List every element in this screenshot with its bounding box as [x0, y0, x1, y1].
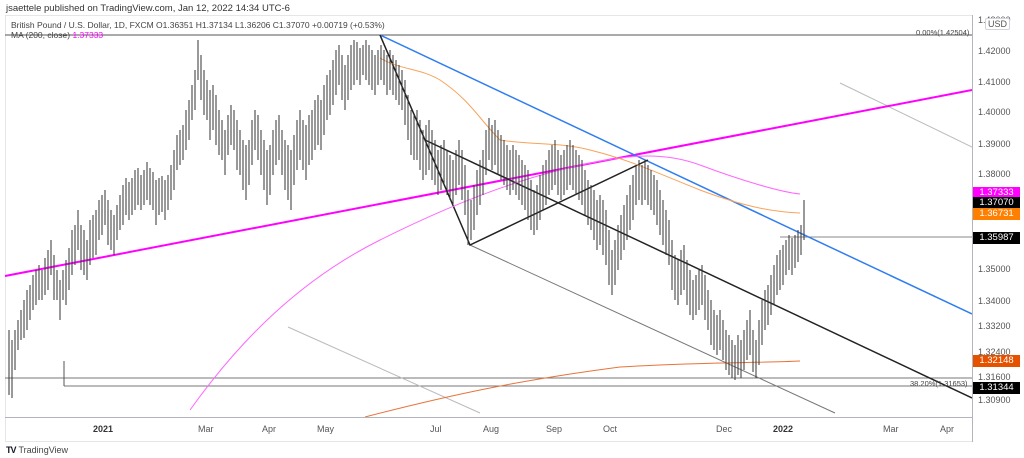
xlabel-apr-2022: Apr	[940, 424, 955, 434]
xlabel-may: May	[317, 424, 335, 434]
xlabel-2021: 2021	[93, 424, 114, 434]
black-pattern	[379, 34, 649, 247]
xlabel-mar-2022: Mar	[883, 424, 899, 434]
tick-142000: 1.42000	[978, 46, 1011, 56]
tradingview-logo-icon: TV	[6, 445, 16, 455]
xlabel-sep: Sep	[546, 424, 563, 434]
orange-long-ma-curve	[364, 360, 801, 417]
blue-trendline	[379, 34, 972, 315]
tag-level-131344: 1.31344	[973, 382, 1020, 394]
orange-ma-curve	[379, 57, 801, 214]
tick-135000: 1.35000	[978, 264, 1011, 274]
tag-long-ma: 1.32148	[973, 355, 1020, 367]
symbol-ohlc-line[interactable]: British Pound / U.S. Dollar, 1D, FXCM O1…	[11, 20, 385, 30]
price-plot[interactable]	[0, 0, 972, 417]
xlabel-mar: Mar	[198, 424, 214, 434]
ma-label: MA (200, close)	[11, 30, 71, 40]
tick-138000: 1.38000	[978, 169, 1011, 179]
currency-badge[interactable]: USD	[985, 18, 1011, 30]
gray-line-lowerleft	[287, 326, 481, 414]
fib-bottom-label: 38.20%(1.31653)	[910, 379, 968, 388]
ma200-curve	[189, 155, 801, 411]
tick-130900: 1.30900	[978, 395, 1011, 405]
tick-139000: 1.39000	[978, 139, 1011, 149]
tick-133200: 1.33200	[978, 321, 1011, 331]
tick-134000: 1.34000	[978, 296, 1011, 306]
xlabel-oct: Oct	[603, 424, 618, 434]
chart-legend: British Pound / U.S. Dollar, 1D, FXCM O1…	[11, 20, 385, 40]
ma-value: 1.37333	[72, 30, 104, 40]
xlabel-aug: Aug	[483, 424, 500, 434]
xlabel-2022: 2022	[773, 424, 794, 434]
time-axis[interactable]: 2021 Mar Apr May Jul Aug Sep Oct Dec 202…	[5, 417, 972, 442]
xlabel-dec: Dec	[716, 424, 733, 434]
price-axis[interactable]: 1.43000 USD 1.42000 1.41000 1.40000 1.39…	[972, 15, 1020, 442]
gray-line-upperright	[839, 82, 972, 148]
tick-140000: 1.40000	[978, 107, 1011, 117]
tick-132400: 1.32400	[978, 347, 1011, 357]
tradingview-wordmark: TradingView	[18, 445, 69, 455]
price-bars	[8, 40, 805, 398]
tag-last-price: 1.37070	[973, 197, 1020, 209]
publisher-caption: jsaettele published on TradingView.com, …	[6, 3, 290, 14]
tag-ma200: 1.37333	[973, 187, 1020, 199]
pink-trendline	[4, 89, 972, 277]
tag-level-135987: 1.35987	[973, 232, 1020, 244]
fib-top-label: 0.00%(1.42504)	[916, 28, 970, 37]
ma-legend[interactable]: MA (200, close) 1.37333	[11, 30, 385, 40]
tick-131600: 1.31600	[978, 372, 1011, 382]
xlabel-jul: Jul	[430, 424, 442, 434]
xlabel-apr: Apr	[262, 424, 277, 434]
gray-channel-lower	[469, 244, 836, 414]
tradingview-logo[interactable]: TV TradingView	[6, 445, 68, 455]
tick-141000: 1.41000	[978, 77, 1011, 87]
tag-orange-ma: 1.36731	[973, 208, 1020, 220]
